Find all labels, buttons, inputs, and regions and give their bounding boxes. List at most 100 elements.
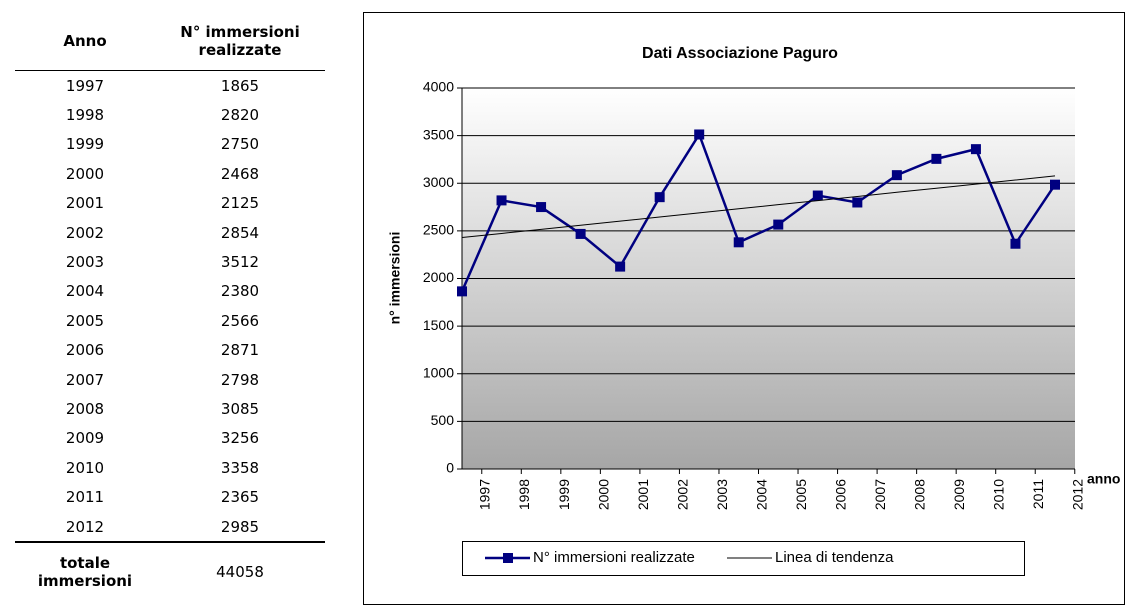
year-cell: 2008 [65, 399, 105, 418]
total-row: totale immersioni 44058 [15, 541, 325, 601]
year-cell: 2009 [65, 429, 105, 448]
data-line [460, 131, 1057, 292]
data-point [773, 219, 784, 230]
x-tick-label: 2001 [635, 479, 651, 510]
y-tick-label: 1000 [423, 364, 454, 380]
data-point [852, 197, 863, 208]
table-row: 1998 2820 [15, 100, 325, 129]
x-tick-label: 1999 [556, 479, 572, 510]
data-point [694, 129, 705, 140]
header-cell: N° immersioni realizzate [180, 23, 300, 59]
x-tick-label: 2008 [912, 479, 928, 510]
y-tick-label: 2500 [423, 222, 454, 238]
x-tick-label: 2009 [951, 479, 967, 510]
value-cell: 3512 [220, 253, 260, 272]
data-point [575, 228, 586, 239]
year-cell: 2000 [65, 164, 105, 183]
data-point [496, 195, 507, 206]
value-cell: 2566 [220, 311, 260, 330]
y-tick-label: 3500 [423, 126, 454, 142]
chart-title: Dati Associazione Paguro [642, 45, 838, 62]
table-row: 2010 3358 [15, 453, 325, 482]
year-cell: 2003 [65, 253, 105, 272]
table-row: 2000 2468 [15, 159, 325, 188]
table-row: 2004 2380 [15, 277, 325, 306]
value-cell: 2750 [220, 135, 260, 154]
x-tick-label: 2002 [674, 479, 690, 510]
value-cell: 2820 [220, 106, 260, 125]
data-point [891, 170, 902, 181]
y-tick-label: 1500 [423, 317, 454, 333]
x-axis-label: anno [1087, 471, 1120, 487]
year-cell: 2006 [65, 341, 105, 360]
value-cell: 2871 [220, 341, 260, 360]
table-row: 2003 3512 [15, 247, 325, 276]
year-cell: 2011 [65, 488, 105, 507]
x-tick-label: 2004 [753, 479, 769, 510]
year-cell: 2004 [65, 282, 105, 301]
value-cell: 3085 [220, 399, 260, 418]
year-cell: 1997 [65, 76, 105, 95]
value-cell: 1865 [220, 76, 260, 95]
table-header: Anno N° immersioni realizzate [15, 12, 325, 71]
year-cell: 2002 [65, 223, 105, 242]
value-cell: 2365 [220, 488, 260, 507]
data-point [457, 286, 467, 297]
table-row: 1999 2750 [15, 130, 325, 159]
year-cell: 1998 [65, 106, 105, 125]
value-cell: 2985 [220, 517, 260, 536]
table-row: 2005 2566 [15, 306, 325, 335]
x-tick-label: 2011 [1030, 479, 1046, 509]
y-tick-label: 0 [446, 460, 454, 476]
year-cell: 2005 [65, 311, 105, 330]
table-row: 2006 2871 [15, 336, 325, 365]
y-tick-label: 4000 [423, 79, 454, 95]
header-cell: Anno [63, 32, 107, 50]
x-tick-label: 2006 [833, 479, 849, 510]
legend-marker [503, 553, 513, 563]
total-value: 44058 [216, 563, 264, 582]
legend-label: N° immersioni realizzate [533, 549, 695, 566]
value-cell: 3256 [220, 429, 260, 448]
y-axis-label: n° immersioni [387, 232, 403, 325]
year-cell: 1999 [65, 135, 105, 154]
x-tick-label: 2005 [793, 479, 809, 510]
year-cell: 2001 [65, 194, 105, 213]
table-body: 1997 1865 1998 2820 1999 2750 2000 2468 2001 2125… [15, 71, 325, 541]
table-row: 2008 3085 [15, 394, 325, 423]
table-row: 2011 2365 [15, 482, 325, 511]
x-tick-label: 2010 [991, 479, 1007, 510]
table-row: 2001 2125 [15, 189, 325, 218]
value-cell: 2468 [220, 164, 260, 183]
value-cell: 2854 [220, 223, 260, 242]
x-tick-label: 1998 [516, 479, 532, 510]
x-tick-label: 1997 [477, 479, 493, 510]
table-row: 1997 1865 [15, 71, 325, 100]
data-point [1050, 179, 1060, 190]
year-cell: 2007 [65, 370, 105, 389]
value-cell: 2380 [220, 282, 260, 301]
legend-label: Linea di tendenza [775, 549, 894, 566]
data-point [536, 202, 547, 213]
value-cell: 2125 [220, 194, 260, 213]
table-row: 2002 2854 [15, 218, 325, 247]
y-tick-label: 3000 [423, 174, 454, 190]
table-row: 2012 2985 [15, 512, 325, 541]
data-point [970, 144, 981, 155]
data-point [1010, 238, 1021, 249]
data-point [812, 190, 823, 201]
data-point [931, 153, 942, 164]
value-cell: 3358 [220, 458, 260, 477]
x-tick-label: 2007 [872, 479, 888, 510]
table-row: 2007 2798 [15, 365, 325, 394]
trend-line [461, 175, 1056, 239]
x-tick-label: 2003 [714, 479, 730, 510]
x-tick-label: 2000 [595, 479, 611, 510]
data-point [733, 237, 744, 248]
data-table: Anno N° immersioni realizzate 1997 1865 19… [15, 12, 325, 601]
y-tick-label: 500 [431, 412, 455, 428]
x-tick-label: 2012 [1070, 479, 1086, 510]
data-point [615, 261, 626, 272]
total-label: totale immersioni [37, 554, 133, 591]
